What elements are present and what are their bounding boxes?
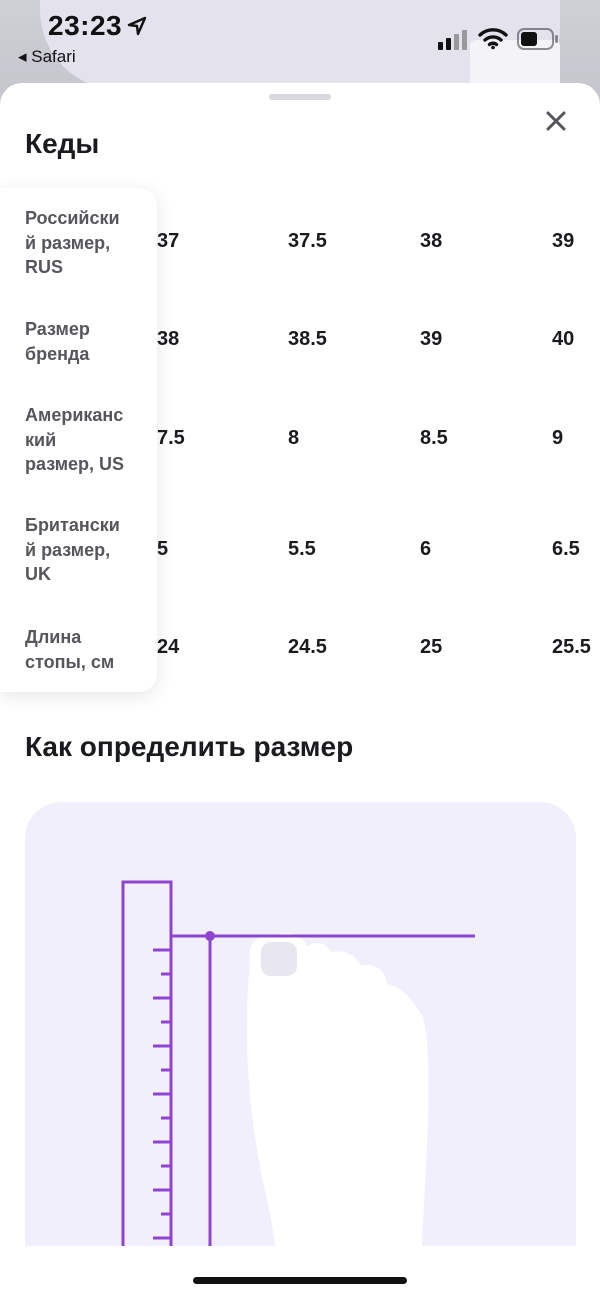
foot-measurement-illustration: [25, 802, 576, 1297]
row-label-line: й размер,: [25, 539, 111, 560]
toenail: [261, 942, 297, 976]
foot-silhouette: [247, 933, 429, 1297]
row-label-foot-length: Длина стопы, см: [25, 625, 145, 674]
table-cell: 38: [157, 328, 180, 350]
table-cell: 39: [420, 328, 443, 350]
ruler-ticks: [153, 948, 171, 1264]
table-cell: 39: [552, 230, 575, 252]
table-cell: 8.5: [420, 427, 448, 449]
row-label-rus: Российски й размер, RUS: [25, 206, 145, 280]
table-cell: 8: [288, 427, 300, 449]
row-label-line: RUS: [25, 257, 64, 277]
table-cell: 25: [420, 636, 443, 658]
measure-point: [205, 931, 215, 941]
battery-icon: [517, 28, 558, 50]
back-to-safari-link[interactable]: ◂ Safari: [18, 47, 76, 66]
table-cell: 24: [157, 636, 180, 658]
table-cell: 9: [552, 427, 564, 449]
bottom-safe-area: [0, 1246, 600, 1297]
table-cell: 38.5: [288, 328, 327, 350]
row-label-line: Размер: [25, 319, 90, 339]
table-cell: 24.5: [288, 636, 327, 658]
table-cell: 6.5: [552, 538, 580, 560]
home-indicator[interactable]: [193, 1277, 407, 1284]
ruler-foot-drawing: [121, 880, 475, 1297]
row-label-line: Российски: [25, 208, 120, 228]
sheet-title: Кеды: [25, 128, 100, 159]
table-cell: 38: [420, 230, 443, 252]
row-label-line: бренда: [25, 343, 90, 364]
row-label-line: размер, US: [25, 454, 125, 474]
size-chart-sheet: Кеды Российски й размер, RUS Размер брен…: [0, 83, 600, 1297]
size-table-row-headers: Российски й размер, RUS Размер бренда Ам…: [0, 188, 157, 692]
table-cell: 5: [157, 538, 169, 560]
table-cell: 25.5: [552, 636, 591, 658]
row-label-line: UK: [25, 564, 51, 584]
row-label-uk: Британски й размер, UK: [25, 513, 145, 587]
cellular-signal-icon: [438, 30, 467, 50]
sheet-grabber[interactable]: [269, 94, 331, 100]
close-icon[interactable]: [540, 105, 572, 137]
wifi-icon: [478, 28, 508, 50]
table-cell: 40: [552, 328, 575, 350]
table-cell: 6: [420, 538, 432, 560]
row-label-line: Британски: [25, 515, 120, 535]
location-arrow-icon: [127, 16, 147, 36]
how-to-measure-title: Как определить размер: [25, 731, 354, 762]
row-label-line: Длина: [25, 627, 82, 647]
row-label-line: й размер,: [25, 232, 111, 253]
row-label-us: Американс кий размер, US: [25, 403, 145, 477]
status-time: 23:23: [48, 10, 123, 41]
row-label-line: Американс: [25, 405, 124, 425]
ruler: [121, 880, 173, 1297]
table-cell: 5.5: [288, 538, 316, 560]
table-cell: 7.5: [157, 427, 185, 449]
table-cell: 37: [157, 230, 180, 252]
row-label-brand: Размер бренда: [25, 317, 145, 366]
status-bar: 23:23 ◂ Safari: [0, 0, 600, 80]
row-label-line: кий: [25, 429, 57, 450]
row-label-line: стопы, см: [25, 651, 115, 672]
table-cell: 37.5: [288, 230, 327, 252]
